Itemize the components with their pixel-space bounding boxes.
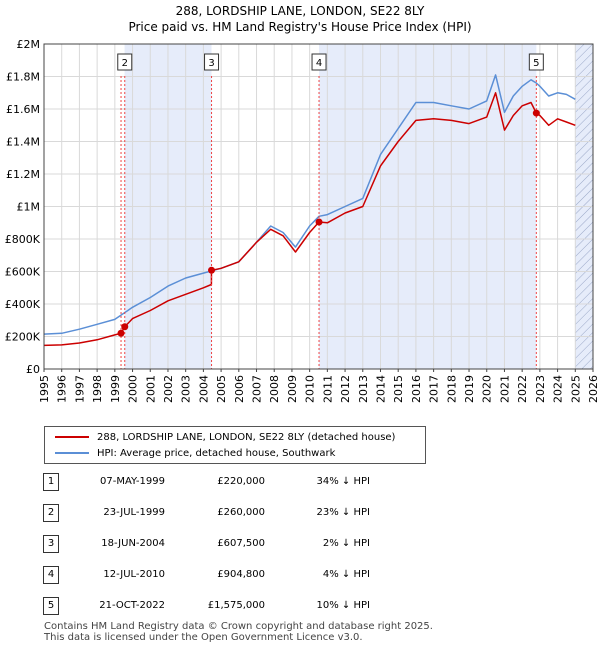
x-tick-label: 2007 <box>251 375 264 403</box>
sale-point <box>117 329 125 337</box>
x-tick-label: 2017 <box>428 375 441 403</box>
sale-price: £1,575,000 <box>207 600 265 611</box>
x-tick-label: 2013 <box>357 375 370 403</box>
sale-date: 07-MAY-1999 <box>99 476 165 487</box>
footer: Contains HM Land Registry data © Crown c… <box>44 621 433 643</box>
sale-hpi-diff: 10% ↓ HPI <box>316 600 370 611</box>
sale-number: 2 <box>43 504 59 522</box>
chart-subtitle: Price paid vs. HM Land Registry's House … <box>128 20 472 34</box>
sale-label-number: 4 <box>316 58 322 69</box>
y-tick-label: £400K <box>5 298 41 311</box>
y-tick-label: £1.2M <box>6 168 40 181</box>
x-tick-label: 2016 <box>410 375 423 403</box>
sale-point <box>208 266 216 274</box>
x-tick-label: 2008 <box>268 375 281 403</box>
x-tick-label: 2003 <box>180 375 193 403</box>
x-tick-label: 1999 <box>109 375 122 403</box>
chart-title: 288, LORDSHIP LANE, LONDON, SE22 8LY <box>175 4 425 18</box>
sale-label-box <box>311 53 327 71</box>
x-tick-label: 2026 <box>587 375 600 403</box>
x-tick-label: 2021 <box>498 375 511 403</box>
footer-licence: This data is licensed under the Open Gov… <box>44 632 363 643</box>
sale-hpi-diff: 23% ↓ HPI <box>316 507 370 518</box>
legend-label-property: 288, LORDSHIP LANE, LONDON, SE22 8LY (de… <box>97 431 396 443</box>
sale-date: 12-JUL-2010 <box>103 569 165 580</box>
y-tick-label: £1.6M <box>6 103 40 116</box>
table-row: 3 18-JUN-2004 £607,500 2% ↓ HPI <box>0 534 600 554</box>
table-row: 5 21-OCT-2022 £1,575,000 10% ↓ HPI <box>0 596 600 616</box>
table-row: 4 12-JUL-2010 £904,800 4% ↓ HPI <box>0 565 600 585</box>
x-tick-label: 2011 <box>321 375 334 403</box>
legend-swatch-property <box>55 436 89 438</box>
x-tick-label: 2019 <box>463 375 476 403</box>
sale-hpi-diff: 34% ↓ HPI <box>316 476 370 487</box>
x-tick-label: 2005 <box>215 375 228 403</box>
x-tick-label: 1995 <box>38 375 51 403</box>
x-tick-label: 2000 <box>127 375 140 403</box>
legend-swatch-hpi <box>55 452 89 454</box>
sale-date: 18-JUN-2004 <box>101 538 165 549</box>
x-tick-label: 1997 <box>73 375 86 403</box>
sale-date: 23-JUL-1999 <box>103 507 165 518</box>
sale-price: £607,500 <box>217 538 265 549</box>
sale-point <box>315 218 323 226</box>
x-tick-label: 2009 <box>286 375 299 403</box>
legend-label-hpi: HPI: Average price, detached house, Sout… <box>97 447 336 459</box>
legend-item-hpi: HPI: Average price, detached house, Sout… <box>55 445 335 461</box>
sale-markers: 2 3 4 5 <box>117 53 544 369</box>
sale-label-box <box>117 53 133 71</box>
x-tick-label: 2004 <box>197 375 210 403</box>
legend-item-property: 288, LORDSHIP LANE, LONDON, SE22 8LY (de… <box>55 429 395 445</box>
sale-point <box>121 323 129 331</box>
x-tick-label: 2025 <box>569 375 582 403</box>
plot-frame <box>43 43 594 370</box>
sale-label-number: 5 <box>533 58 539 69</box>
sale-price: £260,000 <box>217 507 265 518</box>
sale-label-number: 3 <box>208 58 214 69</box>
x-tick-label: 2022 <box>516 375 529 403</box>
sale-date: 21-OCT-2022 <box>99 600 165 611</box>
x-tick-label: 1996 <box>56 375 69 403</box>
y-tick-label: £600K <box>5 266 41 279</box>
x-tick-label: 2024 <box>552 375 565 403</box>
y-tick-label: £800K <box>5 233 41 246</box>
axes: £0 £200K £400K £600K £800K £1M £1.2M £1.4M £1.6M… <box>5 38 600 403</box>
y-tick-label: £2M <box>17 38 41 51</box>
sale-number: 1 <box>43 473 59 491</box>
x-tick-label: 2012 <box>339 375 352 403</box>
table-row: 1 07-MAY-1999 £220,000 34% ↓ HPI <box>0 472 600 492</box>
table-row: 2 23-JUL-1999 £260,000 23% ↓ HPI <box>0 503 600 523</box>
sale-label-number: 2 <box>122 58 128 69</box>
y-tick-label: £1.8M <box>6 71 40 84</box>
sale-hpi-diff: 4% ↓ HPI <box>322 569 370 580</box>
sale-label-box <box>528 53 544 71</box>
price-chart: 2 3 4 5 £0 £200K £400K £600K £800K £1M £1.2M £1.4M… <box>5 38 600 403</box>
sale-price: £220,000 <box>217 476 265 487</box>
sale-price: £904,800 <box>217 569 265 580</box>
x-tick-label: 2014 <box>374 375 387 403</box>
y-tick-label: £200K <box>5 331 41 344</box>
sale-number: 5 <box>43 597 59 615</box>
x-tick-label: 2015 <box>392 375 405 403</box>
x-tick-label: 2020 <box>481 375 494 403</box>
legend: 288, LORDSHIP LANE, LONDON, SE22 8LY (de… <box>44 426 426 464</box>
sale-hpi-diff: 2% ↓ HPI <box>322 538 370 549</box>
x-tick-label: 2010 <box>304 375 317 403</box>
y-tick-label: £1.4M <box>6 136 40 149</box>
x-tick-label: 2023 <box>534 375 547 403</box>
x-tick-label: 2002 <box>162 375 175 403</box>
sale-number: 3 <box>43 535 59 553</box>
x-tick-label: 1998 <box>91 375 104 403</box>
x-tick-label: 2006 <box>233 375 246 403</box>
x-tick-label: 2001 <box>144 375 157 403</box>
x-tick-label: 2018 <box>445 375 458 403</box>
sale-number: 4 <box>43 566 59 584</box>
y-tick-label: £1M <box>17 201 41 214</box>
sale-label-box <box>204 53 220 71</box>
series-line-hpi <box>43 74 576 335</box>
sale-point <box>532 109 540 117</box>
footer-copyright: Contains HM Land Registry data © Crown c… <box>44 621 433 632</box>
y-tick-label: £0 <box>26 363 40 376</box>
